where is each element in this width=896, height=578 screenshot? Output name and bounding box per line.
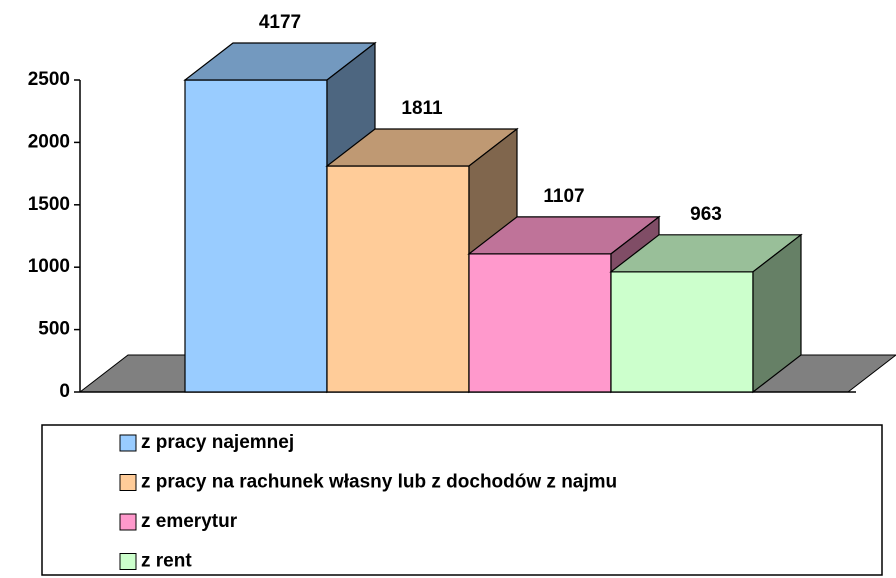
legend-swatch bbox=[119, 474, 137, 491]
legend-swatch bbox=[119, 553, 137, 570]
bar-side bbox=[752, 233, 802, 394]
y-tick-label: 2500 bbox=[28, 69, 70, 90]
y-tick-label: 500 bbox=[38, 319, 70, 340]
y-tick-label: 1000 bbox=[28, 256, 70, 277]
legend-swatch bbox=[119, 513, 137, 531]
value-label: 963 bbox=[690, 204, 722, 225]
value-label: 1811 bbox=[401, 98, 443, 119]
legend-label: z pracy na rachunek własny lub z dochodó… bbox=[141, 472, 617, 493]
y-tick-label: 0 bbox=[59, 381, 70, 402]
legend-label: z pracy najemnej bbox=[141, 432, 294, 453]
bar-front bbox=[326, 165, 470, 393]
legend-swatch bbox=[119, 434, 137, 452]
legend-label: z emerytur bbox=[141, 511, 238, 532]
y-tick-label: 2000 bbox=[28, 131, 70, 152]
value-label: 1107 bbox=[543, 186, 584, 207]
bar bbox=[609, 233, 803, 394]
y-tick-label: 1500 bbox=[28, 194, 70, 215]
bar-front bbox=[184, 79, 328, 393]
bar-front bbox=[610, 271, 754, 393]
legend-label: z rent bbox=[141, 551, 192, 572]
legend-box bbox=[41, 424, 883, 576]
bar-front bbox=[468, 253, 612, 393]
value-label: 4177 bbox=[259, 12, 301, 33]
